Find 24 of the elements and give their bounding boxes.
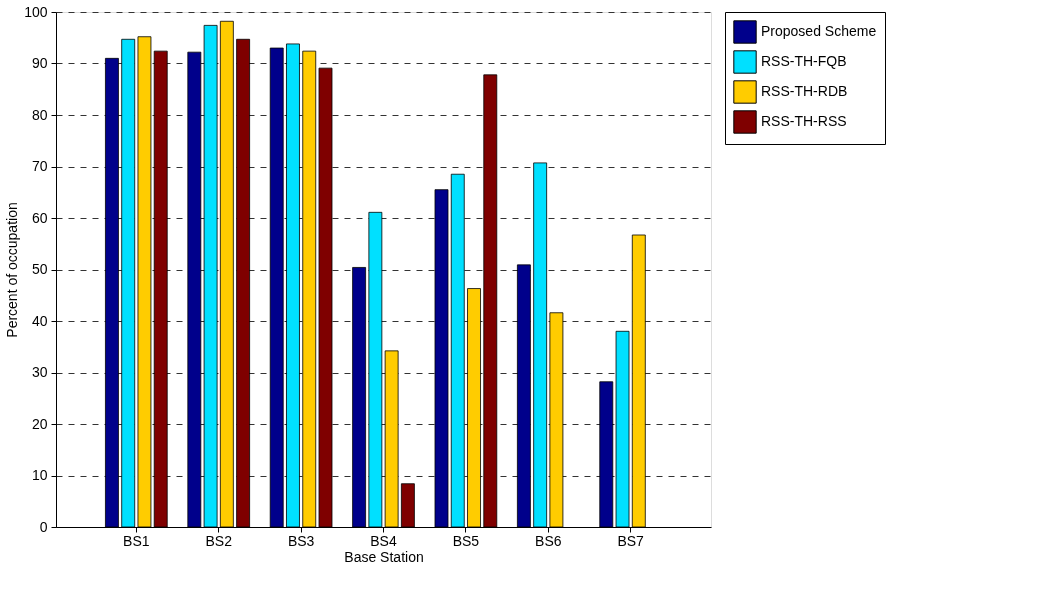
y-axis-title: Percent of occupation bbox=[4, 202, 21, 338]
x-tick-label: BS5 bbox=[452, 532, 480, 549]
y-tick-label: 30 bbox=[31, 364, 48, 380]
x-tick-label: BS1 bbox=[123, 532, 150, 549]
x-tick-label: BS6 bbox=[535, 532, 562, 549]
x-tick-label: BS4 bbox=[370, 532, 397, 549]
x-tick-label: BS7 bbox=[617, 532, 645, 549]
y-tick-label: 40 bbox=[31, 312, 48, 329]
y-tick-label: 90 bbox=[31, 55, 48, 71]
legend-label: RSS-TH-FQB bbox=[761, 53, 847, 69]
y-tick-label: 80 bbox=[31, 106, 48, 123]
x-tick-label: BS3 bbox=[287, 532, 315, 549]
y-tick-label: 50 bbox=[31, 261, 48, 277]
y-tick-label: 10 bbox=[31, 467, 48, 483]
y-tick-label: 70 bbox=[31, 158, 48, 174]
legend-label: RSS-TH-RDB bbox=[761, 83, 848, 99]
y-tick-label: 0 bbox=[39, 518, 48, 535]
x-tick-label: BS2 bbox=[205, 532, 233, 549]
y-tick-label: 60 bbox=[31, 209, 48, 226]
legend-label: RSS-TH-RSS bbox=[761, 113, 847, 129]
legend-label: Proposed Scheme bbox=[761, 23, 877, 39]
y-tick-label: 20 bbox=[31, 415, 48, 432]
y-tick-label: 100 bbox=[24, 3, 48, 20]
x-axis-title: Base Station bbox=[344, 548, 424, 565]
